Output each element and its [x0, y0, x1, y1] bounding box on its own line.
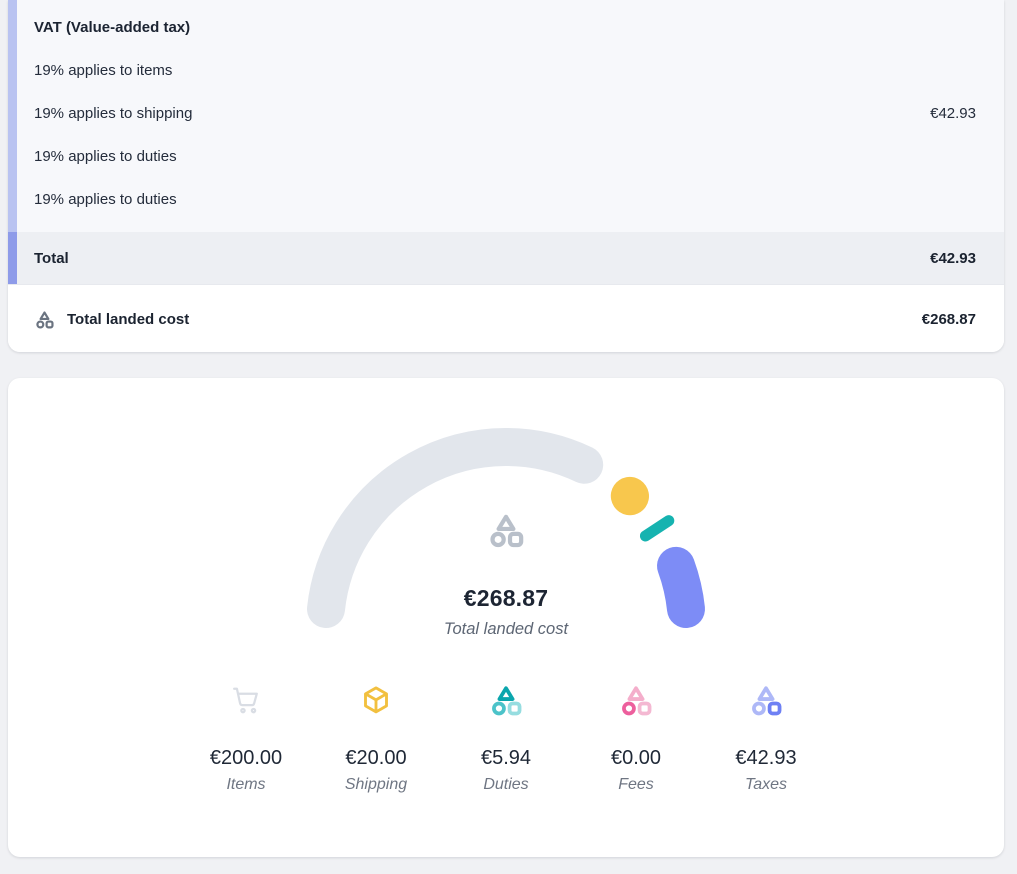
- landed-cost-shapes-icon: [34, 310, 55, 329]
- package-cube-icon: [311, 677, 441, 723]
- legend-item-duties: €5.94 Duties: [441, 677, 571, 795]
- legend-value: €0.00: [610, 747, 662, 769]
- cart-icon: [181, 677, 311, 723]
- legend-label: Duties: [483, 776, 529, 793]
- fees-shapes-icon: [571, 677, 701, 723]
- legend-label: Taxes: [744, 776, 788, 793]
- legend-label: Items: [226, 776, 266, 793]
- tax-row-label: 19% applies to duties: [34, 148, 177, 165]
- vat-group-title: VAT (Value-added tax): [34, 19, 191, 36]
- cost-breakdown-card: VAT (Value-added tax) 19% applies to ite…: [8, 0, 1004, 352]
- vat-group-header: VAT (Value-added tax): [8, 6, 1004, 49]
- legend-item-taxes: €42.93 Taxes: [701, 677, 831, 795]
- tax-row-items: 19% applies to items: [8, 49, 1004, 92]
- legend-label: Fees: [618, 776, 654, 793]
- legend-item-shipping: €20.00 Shipping: [311, 677, 441, 795]
- legend-value: €42.93: [735, 747, 797, 769]
- legend-value: €5.94: [480, 747, 532, 769]
- legend-item-items: €200.00 Items: [181, 677, 311, 795]
- legend-item-fees: €0.00 Fees: [571, 677, 701, 795]
- total-landed-cost-value: €268.87: [921, 310, 976, 328]
- legend-value: €200.00: [209, 747, 283, 769]
- landed-cost-gauge: €268.87 Total landed cost: [286, 408, 726, 653]
- tax-row-value: €42.93: [930, 105, 976, 122]
- cost-legend: €200.00 Items €20.00 Shipping €5.94 Duti…: [8, 677, 1004, 795]
- legend-label: Shipping: [344, 776, 408, 793]
- tax-total-row: Total €42.93: [8, 232, 1004, 284]
- legend-value: €20.00: [345, 747, 407, 769]
- tax-total-label: Total: [34, 249, 69, 267]
- tax-row-duties-2: 19% applies to duties: [8, 178, 1004, 221]
- tax-row-label: 19% applies to items: [34, 62, 173, 79]
- tax-row-shipping: 19% applies to shipping €42.93: [8, 92, 1004, 135]
- total-landed-cost-row: Total landed cost €268.87: [8, 284, 1004, 352]
- total-landed-cost-label: Total landed cost: [67, 310, 190, 328]
- vat-tax-group[interactable]: VAT (Value-added tax) 19% applies to ite…: [8, 0, 1004, 232]
- landed-cost-chart-card: €268.87 Total landed cost €200.00 Items …: [8, 378, 1004, 857]
- tax-row-label: 19% applies to duties: [34, 191, 177, 208]
- gauge-arc: [307, 428, 705, 628]
- duties-shapes-icon: [441, 677, 571, 723]
- tax-total-value: €42.93: [930, 249, 976, 267]
- taxes-shapes-icon: [701, 677, 831, 723]
- tax-row-duties-1: 19% applies to duties: [8, 135, 1004, 178]
- tax-row-label: 19% applies to shipping: [34, 105, 193, 122]
